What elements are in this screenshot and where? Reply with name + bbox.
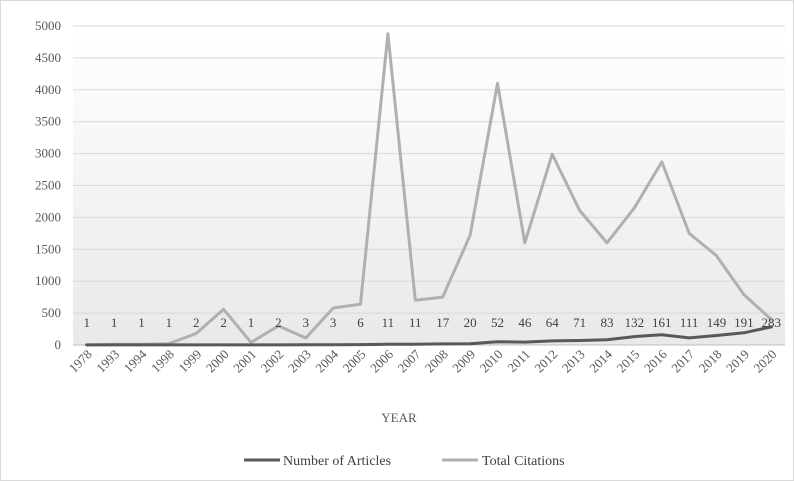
data-label: 2 — [275, 315, 282, 330]
y-tick-label: 1500 — [35, 241, 61, 256]
data-label: 3 — [330, 315, 337, 330]
y-tick-label: 1000 — [35, 273, 61, 288]
x-tick-label: 2004 — [312, 346, 341, 375]
data-label: 3 — [303, 315, 310, 330]
data-label: 283 — [762, 315, 782, 330]
x-tick-label: 2011 — [504, 347, 533, 376]
x-tick-label: 2014 — [586, 346, 615, 375]
x-tick-label: 1993 — [93, 347, 122, 376]
data-label: 2 — [220, 315, 227, 330]
x-tick-label: 2016 — [641, 346, 670, 375]
data-label: 1 — [166, 315, 173, 330]
x-tick-label: 2012 — [531, 347, 560, 376]
x-tick-label: 2003 — [285, 347, 314, 376]
data-label: 161 — [652, 315, 672, 330]
y-tick-label: 500 — [42, 305, 62, 320]
data-label: 1 — [248, 315, 255, 330]
data-label: 83 — [601, 315, 614, 330]
x-tick-label: 2017 — [668, 346, 697, 375]
x-tick-label: 2019 — [723, 347, 752, 376]
data-label: 149 — [707, 315, 727, 330]
data-label: 64 — [546, 315, 560, 330]
series-line-total-citations — [85, 32, 773, 347]
y-tick-label: 2000 — [35, 209, 61, 224]
series-line-number-of-articles — [85, 325, 773, 347]
y-tick-label: 0 — [55, 337, 62, 352]
legend-label: Total Citations — [482, 454, 565, 469]
data-label: 1 — [138, 315, 145, 330]
x-tick-label: 1994 — [121, 346, 150, 375]
data-label: 2 — [193, 315, 200, 330]
y-tick-label: 4000 — [35, 82, 61, 97]
x-tick-label: 2010 — [477, 347, 506, 376]
data-label: 71 — [573, 315, 586, 330]
x-tick-label: 2008 — [422, 347, 451, 376]
x-tick-label: 1978 — [66, 347, 95, 376]
x-tick-label: 2013 — [559, 347, 588, 376]
data-label: 52 — [491, 315, 504, 330]
data-label: 11 — [382, 315, 395, 330]
data-label: 11 — [409, 315, 422, 330]
data-label: 1 — [111, 315, 118, 330]
x-tick-label: 2018 — [696, 347, 725, 376]
x-tick-label: 2006 — [367, 346, 396, 375]
y-tick-label: 4500 — [35, 50, 61, 65]
data-label: 46 — [518, 315, 532, 330]
x-tick-label: 2009 — [449, 347, 478, 376]
x-tick-label: 2020 — [750, 347, 779, 376]
data-label: 20 — [464, 315, 477, 330]
x-tick-label: 2001 — [230, 347, 259, 376]
data-label: 132 — [625, 315, 645, 330]
data-label: 111 — [680, 315, 699, 330]
data-label: 191 — [734, 315, 754, 330]
y-tick-label: 5000 — [35, 18, 61, 33]
x-tick-label: 2005 — [340, 347, 369, 376]
y-tick-label: 3500 — [35, 114, 61, 129]
y-tick-label: 2500 — [35, 178, 61, 193]
legend-label: Number of Articles — [283, 454, 391, 469]
x-tick-label: 2002 — [258, 347, 287, 376]
x-tick-label: 2007 — [394, 346, 423, 375]
data-label: 6 — [357, 315, 364, 330]
x-tick-label: 1999 — [175, 347, 204, 376]
x-tick-label: 1998 — [148, 347, 177, 376]
data-label: 17 — [436, 315, 450, 330]
x-tick-label: 2000 — [203, 347, 232, 376]
x-axis-title: YEAR — [381, 410, 417, 425]
y-tick-label: 3000 — [35, 146, 61, 161]
data-label: 1 — [83, 315, 90, 330]
x-tick-label: 2015 — [614, 347, 643, 376]
